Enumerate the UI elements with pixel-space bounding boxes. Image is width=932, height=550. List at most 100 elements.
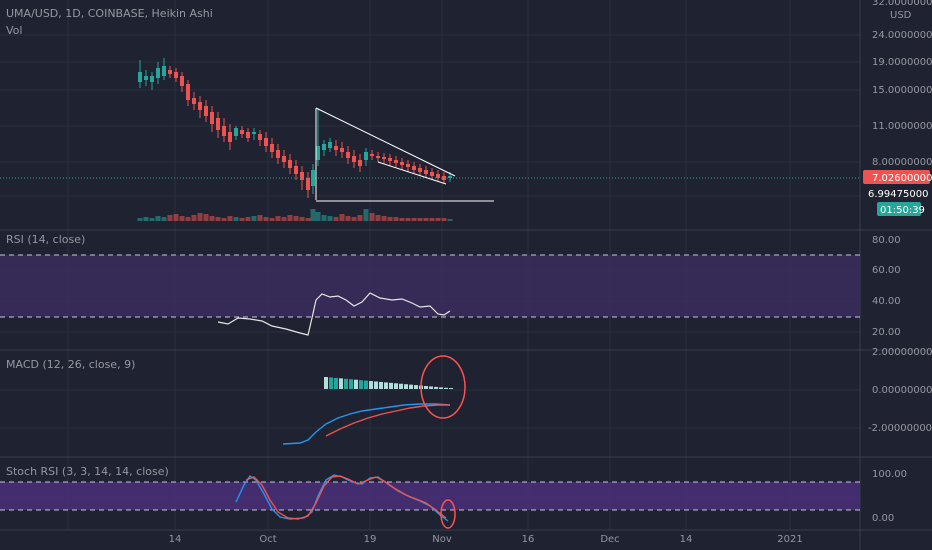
volume-bar — [149, 218, 155, 221]
volume-bar — [417, 218, 423, 221]
stoch-tick-100: 100.00 — [872, 469, 907, 480]
volume-bar — [333, 217, 339, 221]
volume-bar — [269, 218, 275, 221]
volume-bar — [357, 215, 363, 221]
volume-bar — [281, 217, 287, 221]
candle-countdown: 01:50:39 — [880, 205, 925, 216]
candle-body — [406, 164, 410, 167]
candle-body — [382, 157, 386, 159]
stoch-tick-0: 0.00 — [872, 513, 894, 524]
macd-histogram-bar — [354, 379, 358, 389]
stoch-scale: 100.00 0.00 — [872, 469, 907, 524]
macd-histogram-bar — [364, 380, 368, 389]
volume-bar — [375, 215, 381, 221]
rsi-line — [217, 292, 451, 336]
candle-body — [300, 172, 304, 180]
candle-body — [400, 162, 404, 165]
candle-body — [430, 172, 434, 176]
price-tick-15: 15.00000000 — [872, 85, 932, 96]
candle-body — [264, 138, 268, 146]
macd-histogram-bar — [424, 386, 428, 389]
macd-histogram-bar — [374, 381, 378, 389]
volume-bar — [221, 218, 227, 221]
time-label-14b: 14 — [680, 534, 693, 545]
candle-body — [150, 76, 154, 82]
volume-bars — [137, 209, 453, 221]
price-tick-11: 11.00000000 — [872, 121, 932, 132]
volume-bar — [321, 215, 327, 221]
macd-signal-line — [325, 404, 450, 437]
volume-bar — [293, 216, 299, 221]
triangle-drawing[interactable] — [315, 107, 494, 202]
time-label-19: 19 — [364, 534, 377, 545]
rsi-scale: 80.00 60.00 40.00 20.00 — [872, 235, 901, 338]
volume-bar — [381, 216, 387, 221]
candle-body — [306, 178, 310, 190]
candle-body — [174, 72, 178, 78]
macd-histogram-bar — [384, 382, 388, 389]
candle-body — [294, 166, 298, 174]
candle-body — [228, 132, 232, 142]
volume-bar — [239, 218, 245, 221]
candle-body — [424, 170, 428, 174]
candle-body — [144, 76, 148, 80]
volume-bar — [447, 219, 453, 221]
candle-body — [222, 126, 226, 136]
volume-bar — [227, 216, 233, 221]
candlestick-series — [138, 58, 452, 198]
candle-body — [346, 152, 350, 158]
candle-body — [210, 112, 214, 124]
volume-bar — [363, 209, 369, 221]
macd-histogram-bar — [404, 384, 408, 389]
candle-body — [162, 66, 166, 76]
stoch-label[interactable]: Stoch RSI (3, 3, 14, 14, close) — [6, 465, 169, 478]
last-price-value: 7.02600000 — [872, 173, 932, 184]
volume-bar — [257, 215, 263, 221]
macd-histogram-bar — [394, 383, 398, 389]
volume-bar — [233, 217, 239, 221]
time-label-dec: Dec — [600, 534, 619, 545]
rsi-label[interactable]: RSI (14, close) — [6, 233, 85, 246]
symbol-title[interactable]: UMA/USD, 1D, COINBASE, Heikin Ashi — [6, 7, 213, 20]
candle-body — [282, 156, 286, 162]
price-tick-19: 19.00000000 — [872, 57, 932, 68]
candle-body — [138, 72, 142, 82]
macd-histogram-bar — [349, 379, 353, 389]
macd-histogram-bar — [444, 387, 448, 389]
volume-bar — [393, 217, 399, 221]
candle-body — [352, 156, 356, 162]
volume-bar — [287, 215, 293, 221]
volume-bar — [197, 213, 203, 221]
candle-body — [418, 168, 422, 172]
candle-body — [370, 154, 374, 156]
candle-body — [276, 150, 280, 158]
price-tick-8: 8.00000000 — [872, 157, 932, 168]
volume-label[interactable]: Vol — [6, 24, 22, 37]
price-scale[interactable]: 32.00000000 USD 24.00000000 19.00000000 … — [872, 0, 932, 168]
stoch-d-line — [245, 475, 447, 520]
volume-bar — [423, 218, 429, 221]
volume-bar — [209, 216, 215, 221]
currency-label: USD — [890, 10, 912, 21]
volume-bar — [441, 218, 447, 221]
candle-body — [376, 156, 380, 158]
candle-body — [258, 134, 262, 140]
volume-bar — [351, 217, 357, 221]
volume-bar — [411, 218, 417, 221]
macd-label[interactable]: MACD (12, 26, close, 9) — [6, 358, 135, 371]
volume-bar — [345, 216, 351, 221]
volume-bar — [251, 216, 257, 221]
macd-histogram-bar — [359, 380, 363, 389]
volume-bar — [167, 215, 173, 221]
macd-histogram-bar — [389, 382, 393, 389]
macd-tick-2: 2.00000000 — [872, 347, 932, 358]
macd-highlight-circle[interactable] — [420, 355, 466, 419]
time-axis[interactable]: 14 Oct 19 Nov 16 Dec 14 2021 — [169, 534, 803, 545]
macd-histogram-bar — [324, 377, 328, 389]
stoch-highlight-circle[interactable] — [440, 499, 456, 529]
candle-body — [246, 132, 250, 138]
candle-body — [168, 70, 172, 74]
rsi-tick-60: 60.00 — [872, 265, 901, 276]
